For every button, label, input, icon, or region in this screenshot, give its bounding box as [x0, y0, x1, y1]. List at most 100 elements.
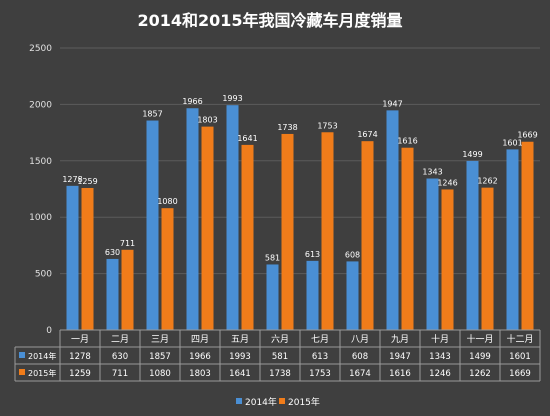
x-tick-label: 十二月 [506, 333, 533, 345]
bar-2015年-三月 [161, 208, 174, 330]
data-label: 1499 [462, 150, 482, 159]
data-label: 1669 [517, 131, 537, 140]
data-label: 1738 [277, 123, 297, 132]
bar-2015年-十二月 [521, 141, 534, 330]
table-cell: 581 [272, 352, 288, 362]
data-label: 613 [305, 250, 320, 259]
table-cell: 1246 [429, 369, 451, 379]
data-label: 608 [345, 250, 360, 259]
bar-2014年-八月 [346, 261, 359, 330]
table-series-name: 2014年 [28, 351, 56, 361]
data-label: 1262 [477, 177, 497, 186]
table-cell: 1993 [229, 352, 251, 362]
legend-label: 2014年 [245, 396, 277, 408]
data-label: 711 [120, 239, 135, 248]
x-tick-label: 二月 [111, 334, 129, 345]
data-label: 1966 [182, 97, 202, 106]
x-tick-label: 十月 [431, 333, 449, 345]
data-label: 581 [265, 253, 280, 262]
bar-2014年-六月 [266, 264, 279, 330]
y-tick-label: 2000 [29, 100, 52, 110]
x-tick-label: 九月 [391, 334, 409, 345]
table-cell: 1753 [309, 369, 331, 379]
bar-2015年-四月 [201, 126, 214, 330]
table-cell: 1080 [149, 369, 171, 379]
table-cell: 1641 [229, 369, 251, 379]
bar-2014年-九月 [386, 110, 399, 330]
bar-2014年-十月 [426, 178, 439, 330]
table-legend-key [19, 369, 25, 375]
legend-swatch [236, 398, 242, 404]
x-tick-label: 四月 [191, 334, 209, 345]
table-cell: 1966 [189, 352, 211, 362]
table-cell: 711 [112, 369, 128, 379]
data-label: 1803 [197, 116, 217, 125]
data-label: 1993 [222, 94, 242, 103]
x-tick-label: 五月 [231, 334, 249, 345]
data-label: 1278 [62, 175, 82, 184]
y-axis: 0 500 1000 1500 2000 2500 [29, 44, 52, 336]
bar-2015年-一月 [81, 187, 94, 330]
table-cell: 1259 [69, 369, 91, 379]
data-label: 1259 [77, 177, 97, 186]
table-cell: 608 [352, 352, 368, 362]
bar-2015年-十一月 [481, 187, 494, 330]
table-cell: 1738 [269, 369, 291, 379]
bar-2015年-二月 [121, 249, 134, 330]
data-label: 1601 [502, 138, 522, 147]
table-cell: 1278 [69, 352, 91, 362]
table-cell: 1499 [469, 352, 491, 362]
x-tick-label: 十一月 [466, 333, 493, 345]
table-legend-key [19, 352, 25, 358]
y-tick-label: 1000 [29, 213, 52, 223]
legend-swatch [279, 398, 285, 404]
data-label: 1947 [382, 99, 402, 108]
legend-label: 2015年 [288, 396, 320, 408]
x-tick-label: 三月 [151, 334, 169, 345]
table-cell: 1803 [189, 369, 211, 379]
data-label: 1343 [422, 168, 442, 177]
bars [66, 105, 534, 331]
bar-2014年-三月 [146, 120, 159, 331]
bar-2015年-五月 [241, 144, 254, 330]
bar-2015年-七月 [321, 132, 334, 330]
x-tick-label: 八月 [351, 334, 369, 345]
table-cell: 1674 [349, 369, 371, 379]
x-tick-label: 七月 [311, 334, 329, 345]
table-cell: 1857 [149, 352, 171, 362]
bar-2014年-五月 [226, 105, 239, 330]
legend: 2014年 2015年 [236, 396, 320, 408]
data-label: 1857 [142, 110, 162, 119]
table-series-name: 2015年 [28, 368, 56, 378]
data-label: 1616 [397, 137, 417, 146]
chart-title: 2014和2015年我国冷藏车月度销量 [137, 11, 402, 30]
x-tick-label: 一月 [71, 334, 89, 345]
table-cell: 630 [112, 352, 128, 362]
bar-2015年-十月 [441, 189, 454, 330]
bar-2014年-二月 [106, 258, 119, 330]
table-cell: 1601 [509, 352, 531, 362]
table-cell: 613 [312, 352, 328, 362]
data-label: 1641 [237, 134, 257, 143]
data-label: 630 [105, 248, 120, 257]
table-cell: 1669 [509, 369, 531, 379]
table-cell: 1343 [429, 352, 451, 362]
data-label: 1080 [157, 197, 177, 206]
table-cell: 1262 [469, 369, 491, 379]
bar-2014年-十二月 [506, 149, 519, 330]
table-cell: 1947 [389, 352, 411, 362]
data-label: 1753 [317, 121, 337, 130]
y-tick-label: 2500 [29, 44, 52, 54]
data-labels: 1278 630 1857 1966 1993 581 613 608 1947 1343 1499… [62, 94, 537, 262]
bar-2015年-九月 [401, 147, 414, 330]
data-label: 1674 [357, 130, 377, 139]
bar-2014年-七月 [306, 260, 319, 330]
table-cell: 1616 [389, 369, 411, 379]
data-table: 一月 二月 三月 四月 五月 六月 七月 八月 九月 十月 十一月 十二月 2014年 1278 630 18… [14, 329, 541, 382]
bar-2014年-十一月 [466, 160, 479, 330]
y-tick-label: 0 [46, 326, 52, 336]
bar-2015年-六月 [281, 133, 294, 330]
bar-2014年-一月 [66, 185, 79, 330]
